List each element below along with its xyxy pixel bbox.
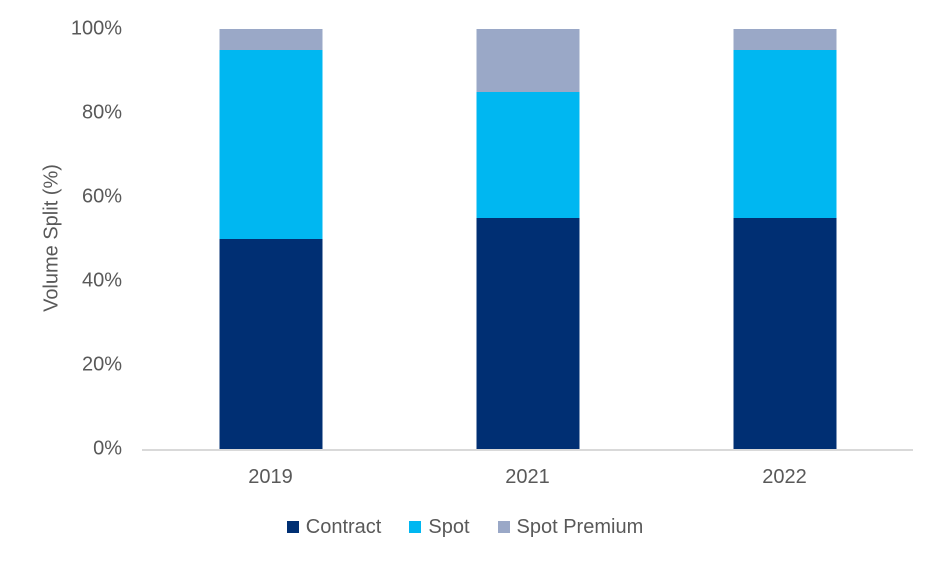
x-axis-line bbox=[142, 449, 913, 451]
stacked-bar-2019 bbox=[219, 29, 322, 449]
y-tick-label-60-: 60% bbox=[81, 185, 122, 208]
stacked-bar-2021 bbox=[476, 29, 579, 449]
y-tick-label-40-: 40% bbox=[81, 269, 122, 292]
bar-slot-2022 bbox=[656, 29, 913, 449]
bar-segment-2019-spot bbox=[219, 50, 322, 239]
legend-label-spot-premium: Spot Premium bbox=[516, 516, 644, 538]
plot-area: 0% 20% 40% 60% 80% 100% bbox=[71, 18, 913, 460]
y-tick-label-0-: 0% bbox=[93, 437, 122, 460]
stacked-bar-2022 bbox=[733, 29, 836, 449]
legend-label-spot: Spot bbox=[428, 516, 470, 538]
legend-item-contract: Contract bbox=[286, 514, 382, 540]
y-axis-title: Volume Split (%) bbox=[40, 164, 63, 312]
legend: Contract Spot Spot Premium bbox=[0, 514, 930, 540]
bar-segment-2021-contract bbox=[476, 218, 579, 449]
x-tick-label-2022: 2022 bbox=[762, 466, 807, 488]
y-tick-label-20-: 20% bbox=[81, 353, 122, 376]
x-axis-tick-labels: 2019 2021 2022 bbox=[142, 464, 913, 490]
legend-swatch-contract bbox=[286, 521, 299, 533]
bar-segment-2022-contract bbox=[733, 218, 836, 449]
legend-swatch-spot-premium bbox=[497, 521, 510, 533]
bar-segment-2019-spot-premium bbox=[219, 29, 322, 50]
legend-item-spot-premium: Spot Premium bbox=[497, 514, 644, 540]
y-tick-label-80-: 80% bbox=[81, 101, 122, 124]
bar-segment-2019-contract bbox=[219, 239, 322, 449]
x-tick-label-2021: 2021 bbox=[505, 466, 550, 488]
bar-segment-2022-spot bbox=[733, 50, 836, 218]
bars-container bbox=[142, 29, 913, 449]
bar-segment-2021-spot-premium bbox=[476, 29, 579, 92]
legend-swatch-spot bbox=[409, 521, 422, 533]
legend-item-spot: Spot bbox=[409, 514, 470, 540]
bar-segment-2021-spot bbox=[476, 92, 579, 218]
bar-segment-2022-spot-premium bbox=[733, 29, 836, 50]
y-tick-label-100-: 100% bbox=[70, 17, 122, 40]
legend-label-contract: Contract bbox=[305, 516, 382, 538]
x-tick-label-2019: 2019 bbox=[248, 466, 293, 488]
bar-slot-2021 bbox=[399, 29, 656, 449]
bar-slot-2019 bbox=[142, 29, 399, 449]
